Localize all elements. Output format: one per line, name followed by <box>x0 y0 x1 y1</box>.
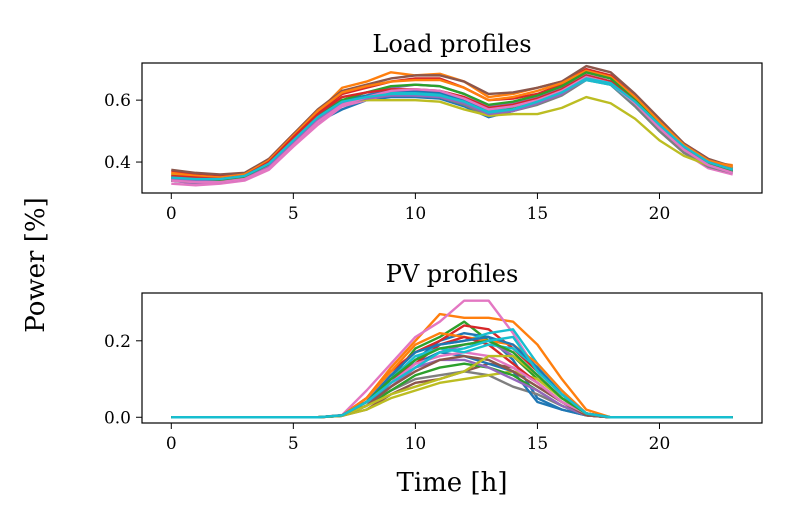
load-profiles-line-17 <box>171 77 734 181</box>
load-profiles-ytick-label: 0.4 <box>104 153 131 173</box>
load-profiles-line-2 <box>171 67 733 181</box>
pv-profiles-title: PV profiles <box>386 260 519 288</box>
figure-xlabel: Time [h] <box>397 468 508 498</box>
load-profiles-line-4 <box>171 67 734 178</box>
pv-profiles-line-17 <box>171 351 733 419</box>
load-profiles-xtick-label: 15 <box>527 204 549 224</box>
load-profiles-title: Load profiles <box>372 30 531 58</box>
pv-profiles-line-11 <box>171 351 733 419</box>
load-profiles-xtick-label: 10 <box>405 204 427 224</box>
pv-profiles-ticks: 0 5 10 15 20 0.0 0.2 <box>104 332 670 454</box>
pv-profiles-ytick-label: 0.2 <box>104 332 131 352</box>
pv-profiles-xtick-label: 5 <box>288 434 299 454</box>
load-profiles-lines <box>171 64 734 187</box>
pv-profiles-axes-frame <box>141 292 763 424</box>
pv-profiles-line-13 <box>171 362 733 419</box>
load-profiles-ticks: 0 5 10 15 20 0.4 0.6 <box>104 91 670 224</box>
pv-profiles-xtick-label: 20 <box>649 434 671 454</box>
pv-profiles-xtick-label: 15 <box>527 434 549 454</box>
figure-ylabel: Power [%] <box>21 197 51 332</box>
pv-profiles-lines <box>171 299 733 419</box>
pv-profiles-line-5 <box>171 339 733 419</box>
load-profiles-xtick-label: 0 <box>166 204 177 224</box>
pv-profiles-xtick-label: 10 <box>405 434 427 454</box>
pv-profiles-line-8 <box>171 370 733 419</box>
load-profiles-xtick-label: 20 <box>649 204 671 224</box>
load-profiles-line-6 <box>171 64 734 176</box>
load-profiles-line-12 <box>171 69 734 179</box>
load-profiles-xtick-label: 5 <box>288 204 299 224</box>
pv-profiles-ytick-label: 0.0 <box>104 408 131 428</box>
load-profiles-axes-frame <box>141 62 763 194</box>
pv-profiles-panel: PV profiles 0 5 10 15 20 0.0 0.2 <box>104 260 763 454</box>
pv-profiles-line-21 <box>171 339 733 419</box>
pv-profiles-line-15 <box>171 358 733 419</box>
pv-profiles-line-4 <box>171 324 733 419</box>
pv-profiles-xtick-label: 0 <box>166 434 177 454</box>
pv-profiles-line-6 <box>171 362 733 419</box>
pv-profiles-line-22 <box>171 335 733 419</box>
load-profiles-ytick-label: 0.6 <box>104 91 131 111</box>
load-profiles-line-16 <box>171 75 734 184</box>
pv-profiles-line-9 <box>171 370 733 419</box>
load-profiles-panel: Load profiles 0 5 10 15 20 0.4 0.6 <box>104 30 763 224</box>
